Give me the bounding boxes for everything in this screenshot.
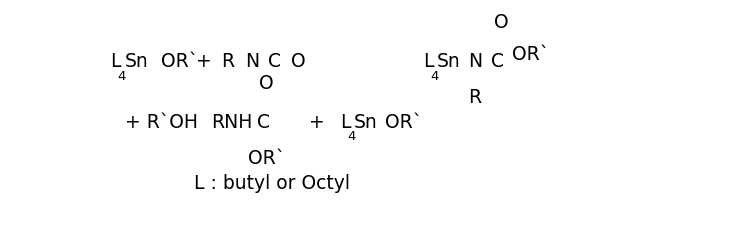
Text: + R`OH: + R`OH	[125, 112, 198, 131]
Text: OR`: OR`	[248, 148, 285, 167]
Text: R: R	[469, 88, 481, 106]
Text: Sn: Sn	[125, 52, 149, 71]
Text: OR`: OR`	[161, 52, 198, 71]
Text: C: C	[257, 112, 270, 131]
Text: +: +	[310, 112, 325, 131]
Text: O: O	[291, 52, 305, 71]
Text: L: L	[340, 112, 350, 131]
Text: 4: 4	[118, 69, 126, 82]
Text: 4: 4	[430, 69, 439, 82]
Text: OR`: OR`	[385, 112, 423, 131]
Text: Sn: Sn	[354, 112, 378, 131]
Text: O: O	[259, 73, 274, 92]
Text: C: C	[268, 52, 280, 71]
Text: L : butyl or Octyl: L : butyl or Octyl	[194, 173, 350, 192]
Text: RNH: RNH	[211, 112, 252, 131]
Text: N: N	[469, 52, 483, 71]
Text: 4: 4	[347, 130, 356, 143]
Text: +: +	[196, 52, 211, 71]
Text: N: N	[245, 52, 259, 71]
Text: OR`: OR`	[512, 45, 549, 64]
Text: O: O	[494, 13, 508, 32]
Text: L: L	[423, 52, 433, 71]
Text: Sn: Sn	[437, 52, 461, 71]
Text: L: L	[110, 52, 121, 71]
Text: C: C	[492, 52, 504, 71]
Text: R: R	[221, 52, 234, 71]
